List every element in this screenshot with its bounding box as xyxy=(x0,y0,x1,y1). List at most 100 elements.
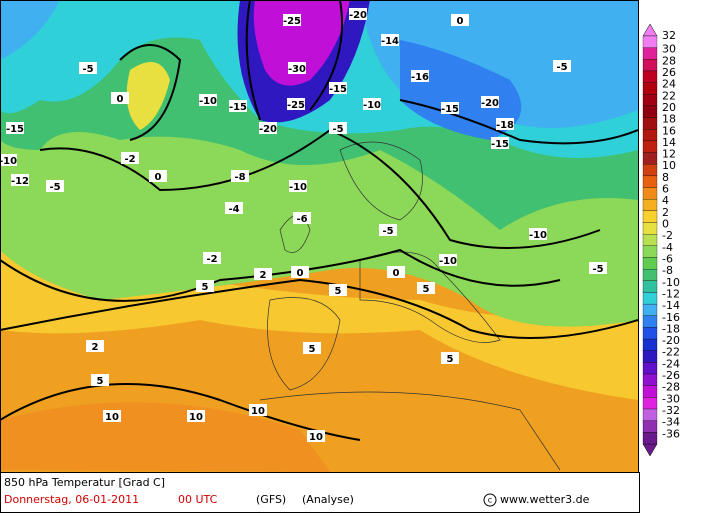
contour-label: 0 xyxy=(149,170,167,183)
contour-label: -6 xyxy=(293,212,311,225)
contour-label-text: -5 xyxy=(382,226,393,237)
contour-label: -18 xyxy=(496,118,514,131)
contour-label-bg xyxy=(349,8,367,20)
scale-swatch xyxy=(642,140,658,153)
scale-swatch xyxy=(642,234,658,246)
scale-swatch xyxy=(642,187,658,200)
contour-label: 10 xyxy=(307,430,325,443)
scale-swatch xyxy=(642,315,658,328)
contour-label-text: -2 xyxy=(124,154,135,165)
contour-label-bg xyxy=(329,122,347,134)
contour-label-text: -6 xyxy=(296,214,307,225)
scale-swatch xyxy=(642,245,658,258)
scale-label: 14 xyxy=(662,136,676,149)
map-frame xyxy=(0,0,639,473)
contour-label-bg xyxy=(496,118,514,130)
contour-label-bg xyxy=(387,266,405,278)
contour-label: 2 xyxy=(254,268,272,281)
scale-swatch xyxy=(642,432,658,445)
contour-label-text: 2 xyxy=(92,342,99,353)
contour-label: -5 xyxy=(589,262,607,275)
yellow-patch xyxy=(126,62,170,130)
contour-label: 5 xyxy=(417,282,435,295)
scale-label: -4 xyxy=(662,241,673,254)
scale-swatch xyxy=(642,70,658,83)
contour-label-bg xyxy=(0,154,17,166)
contour-label: -10 xyxy=(199,94,217,107)
contour-label-text: 5 xyxy=(335,286,342,297)
contour-label-text: -10 xyxy=(529,230,547,241)
scale-label: 18 xyxy=(662,113,676,126)
contour-label-bg xyxy=(79,62,97,74)
scale-label: 24 xyxy=(662,78,676,91)
scale-label: 20 xyxy=(662,101,676,114)
contour-label-text: 5 xyxy=(447,354,454,365)
contour-label-bg xyxy=(254,268,272,280)
contour-label: -5 xyxy=(553,60,571,73)
scale-label: 6 xyxy=(662,183,669,196)
contour-label: -15 xyxy=(441,102,459,115)
contour-label: -15 xyxy=(6,122,24,135)
warm-region xyxy=(0,402,330,472)
scale-swatch xyxy=(642,338,658,351)
contour-label: -20 xyxy=(259,122,277,135)
contour-label-text: -20 xyxy=(349,10,367,21)
contour-label-bg xyxy=(11,174,29,186)
scale-swatch xyxy=(642,164,658,177)
contour-label-text: -15 xyxy=(329,84,347,95)
scale-label: 8 xyxy=(662,171,669,184)
contour-label-bg xyxy=(441,352,459,364)
scale-swatch xyxy=(642,82,658,95)
contour-label-bg xyxy=(289,180,307,192)
contour-label: 5 xyxy=(441,352,459,365)
footer-run: (Analyse) xyxy=(302,493,354,506)
scale-label: -8 xyxy=(662,264,673,277)
scale-swatch xyxy=(642,117,658,130)
scale-swatch xyxy=(642,350,658,363)
contour-label: -20 xyxy=(349,8,367,21)
contour-label-text: 5 xyxy=(423,284,430,295)
contour-label-bg xyxy=(187,410,205,422)
contour-label-bg xyxy=(303,342,321,354)
contour-label-bg xyxy=(439,254,457,266)
contour-label-text: 5 xyxy=(97,376,104,387)
scale-swatch xyxy=(642,327,658,340)
contour-label: 10 xyxy=(187,410,205,423)
contour-label: 5 xyxy=(303,342,321,355)
contour-label-text: -10 xyxy=(439,256,457,267)
contour-label-text: -16 xyxy=(411,72,429,83)
scale-swatch xyxy=(642,292,658,305)
scale-label: -26 xyxy=(662,369,680,382)
scale-label: -28 xyxy=(662,381,680,394)
contour-label-bg xyxy=(291,266,309,278)
contour-label-bg xyxy=(86,340,104,352)
contour-label-bg xyxy=(225,202,243,214)
contour-label-text: -25 xyxy=(287,100,305,111)
contour-label-bg xyxy=(149,170,167,182)
scale-swatch xyxy=(642,397,658,410)
scale-swatch xyxy=(642,59,658,72)
contour-label-bg xyxy=(379,224,397,236)
scale-label: 16 xyxy=(662,124,676,137)
contour-label: -15 xyxy=(491,137,509,150)
scale-label: -22 xyxy=(662,346,680,359)
scale-label: -2 xyxy=(662,229,673,242)
contour-label-bg xyxy=(121,152,139,164)
contour-label-bg xyxy=(363,98,381,110)
contour-label-bg xyxy=(103,410,121,422)
footer-model: (GFS) xyxy=(256,493,286,506)
map xyxy=(0,0,639,472)
scale-swatch xyxy=(642,105,658,118)
footer-time: 00 UTC xyxy=(178,493,218,506)
scale-swatch xyxy=(642,362,658,375)
contour-label-text: 0 xyxy=(457,16,464,27)
scale-swatch xyxy=(642,222,658,235)
scale-label: -10 xyxy=(662,276,680,289)
contour-label-bg xyxy=(307,430,325,442)
contour-label: -10 xyxy=(529,228,547,241)
contour-label-text: -15 xyxy=(229,102,247,113)
contour-label: -20 xyxy=(481,96,499,109)
contour-label: -8 xyxy=(231,170,249,183)
contour-label-text: -5 xyxy=(592,264,603,275)
